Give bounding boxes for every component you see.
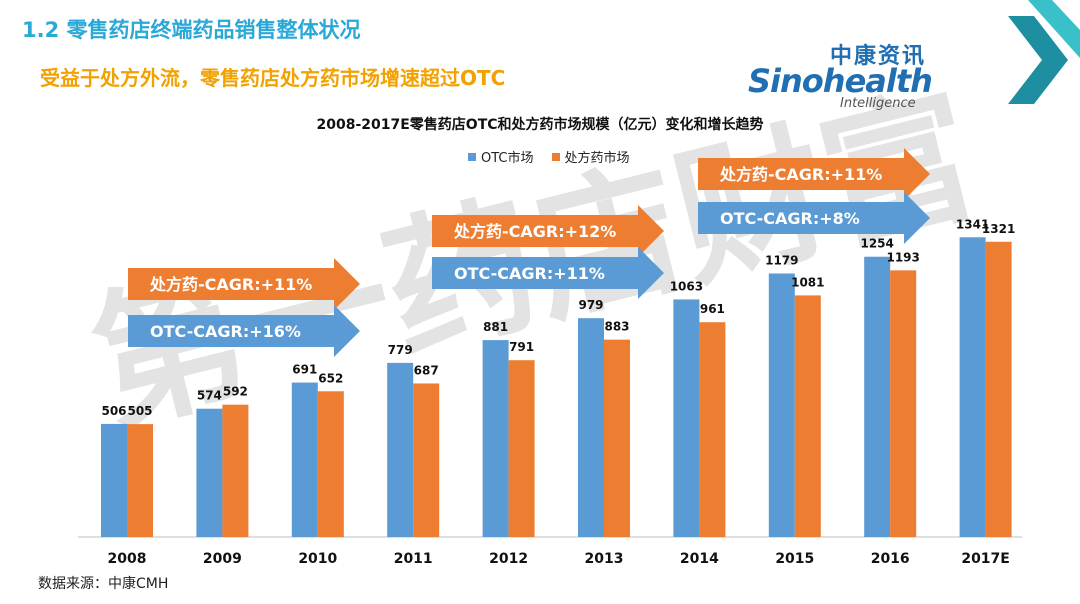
cagr-otc-2012-2014-arrow (432, 247, 664, 299)
bar-rx-2008 (127, 424, 153, 537)
data-label-otc-2010: 691 (292, 363, 317, 377)
cagr-otc-2015-2017-arrow (698, 192, 930, 244)
data-label-otc-2011: 779 (388, 343, 413, 357)
bar-otc-2009 (196, 408, 223, 537)
data-label-rx-2008: 505 (127, 404, 152, 418)
data-label-rx-2012: 791 (509, 340, 534, 354)
x-tick-label-2010: 2010 (298, 551, 337, 567)
x-tick-label-2017E: 2017E (961, 551, 1010, 567)
data-label-rx-2015: 1081 (791, 275, 824, 289)
cagr-rx-2008-2011-arrow (128, 258, 360, 310)
bar-rx-2011 (413, 383, 440, 537)
data-label-rx-2014: 961 (700, 302, 725, 316)
chevron-dark-shape (1008, 16, 1068, 104)
x-tick-label-2014: 2014 (680, 551, 719, 567)
logo-en-text: Sinohealth (748, 62, 933, 100)
cagr-rx-2008-2011-label: 处方药-CAGR:+11% (149, 275, 312, 294)
cagr-rx-2012-2014-label: 处方药-CAGR:+12% (453, 222, 616, 241)
cagr-otc-2015-2017-label: OTC-CAGR:+8% (720, 209, 860, 228)
bar-otc-2015 (768, 273, 795, 537)
data-label-otc-2015: 1179 (765, 253, 798, 267)
data-label-otc-2017E: 1341 (956, 217, 989, 231)
data-label-rx-2017E: 1321 (982, 222, 1015, 236)
legend-item-rx: 处方药市场 (551, 147, 630, 166)
cagr-rx-2015-2017-label: 处方药-CAGR:+11% (719, 165, 882, 184)
data-label-otc-2013: 979 (578, 298, 603, 312)
legend-swatch-otc (468, 152, 476, 161)
x-tick-label-2008: 2008 (108, 551, 147, 567)
bar-otc-2017E (959, 237, 986, 537)
data-label-otc-2012: 881 (483, 320, 508, 334)
bar-otc-2008 (101, 423, 127, 537)
bar-otc-2013 (578, 318, 604, 537)
data-label-rx-2009: 592 (223, 385, 248, 399)
logo-sub-text: Intelligence (840, 96, 916, 111)
bar-rx-2017E (985, 241, 1012, 537)
cagr-otc-2008-2011-arrow (128, 305, 360, 357)
logo-cn-text: 中康资讯 (830, 44, 927, 69)
x-tick-label-2009: 2009 (203, 551, 242, 567)
x-tick-label-2012: 2012 (489, 551, 528, 567)
legend-label-rx: 处方药市场 (564, 151, 630, 166)
bar-rx-2010 (317, 391, 344, 537)
bar-rx-2015 (794, 295, 821, 537)
data-label-rx-2011: 687 (414, 363, 439, 377)
data-label-rx-2010: 652 (318, 371, 343, 385)
cagr-rx-2015-2017-arrow (698, 148, 930, 200)
data-source-note: 数据来源：中康CMH (38, 576, 169, 592)
section-title: 1.2 零售药店终端药品销售整体状况 (22, 18, 361, 42)
bar-otc-2010 (291, 382, 318, 537)
data-label-rx-2013: 883 (604, 320, 629, 334)
bar-rx-2012 (508, 360, 535, 537)
x-tick-label-2011: 2011 (394, 551, 433, 567)
chart-legend: OTC市场 处方药市场 (468, 147, 630, 166)
cagr-otc-2012-2014-label: OTC-CAGR:+11% (454, 264, 605, 283)
bar-rx-2009 (222, 404, 249, 537)
bar-otc-2012 (482, 340, 509, 537)
x-tick-label-2015: 2015 (775, 551, 814, 567)
bar-rx-2016 (890, 270, 917, 537)
page-subtitle: 受益于处方外流，零售药店处方药市场增速超过OTC (40, 66, 506, 90)
data-label-otc-2016: 1254 (860, 237, 893, 251)
data-label-rx-2016: 1193 (886, 250, 919, 264)
bar-rx-2013 (604, 339, 630, 537)
chevron-light-shape (1028, 0, 1080, 58)
corner-chevron-icon (1008, 0, 1080, 104)
legend-item-otc: OTC市场 (468, 147, 534, 166)
data-label-otc-2009: 574 (197, 389, 222, 403)
bar-otc-2016 (864, 256, 891, 537)
cagr-rx-2012-2014-arrow (432, 205, 664, 257)
x-tick-label-2016: 2016 (871, 551, 910, 567)
data-label-otc-2008: 506 (101, 404, 126, 418)
chart-title: 2008-2017E零售药店OTC和处方药市场规模（亿元）变化和增长趋势 (316, 117, 764, 133)
data-label-otc-2014: 1063 (670, 279, 703, 293)
bar-otc-2014 (673, 299, 700, 537)
bar-rx-2014 (699, 322, 726, 537)
legend-label-otc: OTC市场 (481, 151, 534, 166)
sinohealth-logo: 中康资讯 Sinohealth Intelligence (748, 38, 938, 112)
x-tick-label-2013: 2013 (585, 551, 624, 567)
bar-otc-2011 (387, 362, 414, 537)
cagr-otc-2008-2011-label: OTC-CAGR:+16% (150, 322, 301, 341)
legend-swatch-rx (551, 152, 560, 161)
